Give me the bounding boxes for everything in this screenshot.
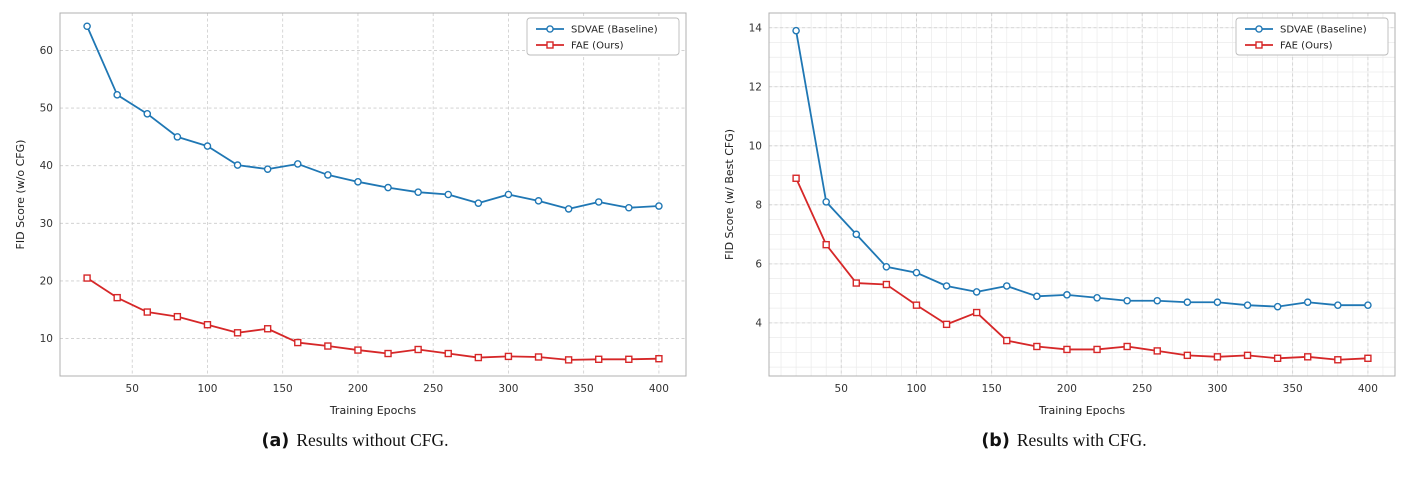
figure-b: 50 100 150 200 250 300 350 400 4 6 8 10 12 14 Training…: [715, 4, 1413, 452]
series-fae-ours: [83, 274, 663, 364]
svg-text:20: 20: [40, 275, 53, 287]
svg-text:300: 300: [1207, 383, 1227, 395]
caption-a-label: (a): [261, 431, 290, 451]
svg-text:100: 100: [197, 383, 217, 395]
series-sdvae-baseline: [792, 26, 1372, 311]
caption-b-text: Results with CFG.: [1016, 430, 1147, 450]
svg-text:150: 150: [982, 383, 1002, 395]
svg-text:40: 40: [40, 160, 53, 172]
svg-text:50: 50: [40, 103, 53, 115]
legend-entry-fae-ours: FAE (Ours): [536, 41, 624, 52]
svg-text:250: 250: [423, 383, 443, 395]
plot-border: [768, 12, 1396, 377]
figure-panel: 50 100 150 200 250 300 350 400 10 20 30 40 50 60 Train…: [6, 4, 1413, 452]
legend-entry-fae-ours: FAE (Ours): [1245, 41, 1333, 52]
series-fae-ours: [792, 174, 1372, 364]
figure-a: 50 100 150 200 250 300 350 400 10 20 30 40 50 60 Train…: [6, 4, 704, 452]
y-axis-label: FID Score (w/ Best CFG): [723, 129, 736, 260]
svg-text:SDVAE (Baseline): SDVAE (Baseline): [1280, 25, 1367, 36]
svg-text:8: 8: [755, 199, 762, 211]
svg-text:250: 250: [1132, 383, 1152, 395]
svg-text:200: 200: [348, 383, 368, 395]
caption-b: (b) Results with CFG.: [981, 430, 1146, 452]
legend-entry-sdvae-baseline: SDVAE (Baseline): [536, 25, 658, 36]
legend: SDVAE (Baseline) FAE (Ours): [1235, 17, 1389, 56]
x-axis-label: Training Epochs: [1038, 404, 1126, 417]
caption-a-text: Results without CFG.: [296, 430, 449, 450]
svg-text:SDVAE (Baseline): SDVAE (Baseline): [571, 25, 658, 36]
svg-text:50: 50: [126, 383, 139, 395]
svg-text:12: 12: [749, 81, 762, 93]
chart-svg: 50 100 150 200 250 300 350 400 10 20 30 40 50 60 Train…: [10, 4, 700, 422]
svg-text:200: 200: [1057, 383, 1077, 395]
svg-text:10: 10: [749, 140, 762, 152]
y-tick-labels: 4 6 8 10 12 14: [749, 22, 763, 329]
svg-text:350: 350: [574, 383, 594, 395]
y-tick-labels: 10 20 30 40 50 60: [40, 45, 53, 345]
svg-text:60: 60: [40, 45, 53, 57]
x-tick-labels: 50 100 150 200 250 300 350 400: [126, 383, 669, 395]
svg-text:400: 400: [1358, 383, 1378, 395]
chart-svg: 50 100 150 200 250 300 350 400 4 6 8 10 12 14 Training…: [719, 4, 1409, 422]
chart-fid-with-cfg: 50 100 150 200 250 300 350 400 4 6 8 10 12 14 Training…: [719, 4, 1409, 422]
svg-text:350: 350: [1283, 383, 1303, 395]
svg-text:400: 400: [649, 383, 669, 395]
y-axis-label: FID Score (w/o CFG): [14, 140, 27, 250]
svg-text:300: 300: [498, 383, 518, 395]
caption-a: (a) Results without CFG.: [262, 430, 449, 452]
svg-text:FAE (Ours): FAE (Ours): [571, 41, 624, 52]
legend: SDVAE (Baseline) FAE (Ours): [526, 17, 680, 56]
svg-text:FAE (Ours): FAE (Ours): [1280, 41, 1333, 52]
caption-b-label: (b): [981, 431, 1010, 451]
x-tick-labels: 50 100 150 200 250 300 350 400: [835, 383, 1378, 395]
plot-border: [59, 12, 687, 377]
x-axis-label: Training Epochs: [329, 404, 417, 417]
chart-fid-without-cfg: 50 100 150 200 250 300 350 400 10 20 30 40 50 60 Train…: [10, 4, 700, 422]
svg-text:50: 50: [835, 383, 848, 395]
svg-text:30: 30: [40, 218, 53, 230]
svg-text:10: 10: [40, 333, 53, 345]
series-sdvae-baseline: [83, 22, 663, 213]
svg-text:100: 100: [906, 383, 926, 395]
legend-entry-sdvae-baseline: SDVAE (Baseline): [1245, 25, 1367, 36]
svg-text:150: 150: [273, 383, 293, 395]
svg-text:14: 14: [749, 22, 763, 34]
svg-text:4: 4: [755, 317, 762, 329]
svg-text:6: 6: [755, 258, 762, 270]
major-grid: [769, 13, 1395, 376]
